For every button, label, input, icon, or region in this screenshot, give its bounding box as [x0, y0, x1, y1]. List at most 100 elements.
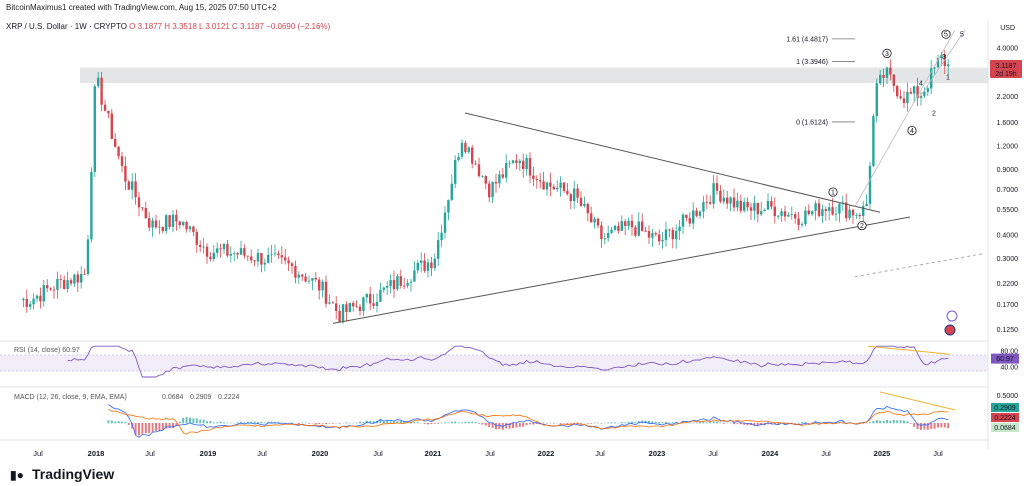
macd-histogram-bar — [508, 423, 511, 429]
candle-body — [763, 209, 766, 212]
time-axis-tick: Jul — [595, 449, 605, 458]
candle-body — [328, 302, 331, 304]
macd-value-badge — [991, 403, 1019, 412]
macd-histogram-bar — [389, 421, 392, 424]
macd-line — [108, 404, 949, 438]
macd-histogram-bar — [743, 423, 746, 425]
candle-body — [25, 298, 28, 307]
macd-histogram-bar — [654, 421, 657, 424]
candle-body — [188, 226, 192, 230]
candle-body — [131, 181, 134, 190]
candle-body — [828, 207, 831, 211]
candle-body — [362, 297, 365, 312]
macd-histogram-bar — [240, 421, 242, 424]
symbol-name[interactable]: XRP / U.S. Dollar · 1W · CRYPTO — [6, 22, 127, 31]
candle-body — [103, 104, 107, 111]
ideas-icon[interactable] — [946, 310, 958, 322]
wave-trend-line[interactable] — [919, 29, 966, 97]
candle-body — [107, 110, 110, 114]
candle-body — [304, 276, 307, 282]
candle-body — [120, 156, 124, 166]
macd-histogram-bar — [614, 422, 616, 424]
candle-body — [549, 182, 552, 187]
macd-histogram-bar — [933, 423, 936, 429]
candle-body — [936, 57, 940, 68]
candle-body — [83, 274, 86, 275]
macd-histogram-bar — [427, 423, 429, 425]
candle-body — [542, 181, 545, 190]
candle-body — [760, 211, 763, 215]
macd-histogram-bar — [580, 423, 582, 424]
macd-histogram-bar — [593, 422, 596, 424]
macd-histogram-bar — [229, 422, 232, 424]
triangle-lower-line[interactable] — [332, 216, 911, 324]
time-axis-tick: 2021 — [425, 449, 442, 458]
candle-body — [817, 203, 821, 216]
macd-histogram-bar — [107, 420, 110, 424]
macd-histogram-bar — [767, 423, 769, 425]
candle-body — [80, 274, 83, 283]
candle-body — [525, 157, 528, 170]
macd-histogram-bar — [433, 423, 436, 424]
candle-body — [192, 226, 195, 233]
wave-label: 5 — [944, 32, 948, 39]
macd-histogram-bar — [144, 423, 147, 434]
triangle-upper-line[interactable] — [464, 112, 881, 213]
candle-body — [454, 159, 457, 184]
candle-body — [681, 214, 685, 227]
candle-body — [396, 276, 399, 290]
macd-histogram-bar — [362, 422, 365, 424]
candle-body — [375, 301, 379, 306]
macd-histogram-bar — [512, 423, 514, 428]
rsi-divergence-line[interactable] — [867, 345, 951, 355]
candle-body — [209, 256, 212, 260]
macd-histogram-bar — [535, 423, 538, 424]
candle-body — [885, 67, 889, 78]
macd-divergence-line[interactable] — [879, 391, 956, 411]
macd-badge-value: 0.2909 — [994, 405, 1016, 412]
signal-badge-value: 0.2224 — [994, 415, 1016, 422]
macd-histogram-bar — [138, 423, 140, 436]
projection-line[interactable] — [854, 252, 986, 278]
price-axis-tick: 0.9000 — [997, 167, 1019, 174]
candle-body — [518, 160, 521, 164]
wave-trend-line[interactable] — [854, 29, 956, 207]
candle-body — [607, 232, 610, 239]
wave-label-circle — [882, 48, 892, 58]
wave-label: 4 — [910, 128, 914, 135]
rsi-value: 60.97 — [996, 356, 1014, 363]
macd-histogram-bar — [325, 423, 327, 425]
candle-body — [202, 246, 205, 248]
macd-histogram-bar — [617, 422, 620, 424]
macd-histogram-bar — [569, 423, 572, 424]
candle-body — [42, 285, 45, 302]
macd-value: 0.2909 — [190, 394, 212, 401]
candle-body — [749, 207, 753, 211]
price-axis-tick: 0.5500 — [997, 207, 1019, 214]
candle-body — [226, 244, 229, 256]
candle-body — [797, 218, 800, 225]
candle-body — [930, 68, 933, 89]
candle-body — [634, 227, 637, 236]
candle-body — [423, 260, 426, 271]
candle-body — [919, 95, 923, 98]
macd-histogram-bar — [515, 423, 518, 428]
macd-histogram-bar — [733, 423, 735, 425]
candle-body — [256, 253, 260, 262]
candle-body — [90, 171, 93, 240]
wave-label-circle — [941, 29, 951, 39]
candle-body — [617, 225, 620, 231]
candle-body — [593, 218, 596, 223]
candle-body — [586, 203, 589, 214]
candle-body — [318, 279, 321, 291]
macd-histogram-bar — [195, 418, 198, 424]
candle-body — [437, 240, 440, 259]
macd-histogram-bar — [155, 423, 157, 432]
macd-axis-tick: 0.5000 — [997, 393, 1019, 400]
candle-body — [199, 244, 202, 248]
candle-body — [331, 302, 334, 304]
candle-body — [182, 222, 185, 226]
macd-histogram-bar — [552, 423, 555, 424]
macd-histogram-bar — [590, 423, 593, 424]
